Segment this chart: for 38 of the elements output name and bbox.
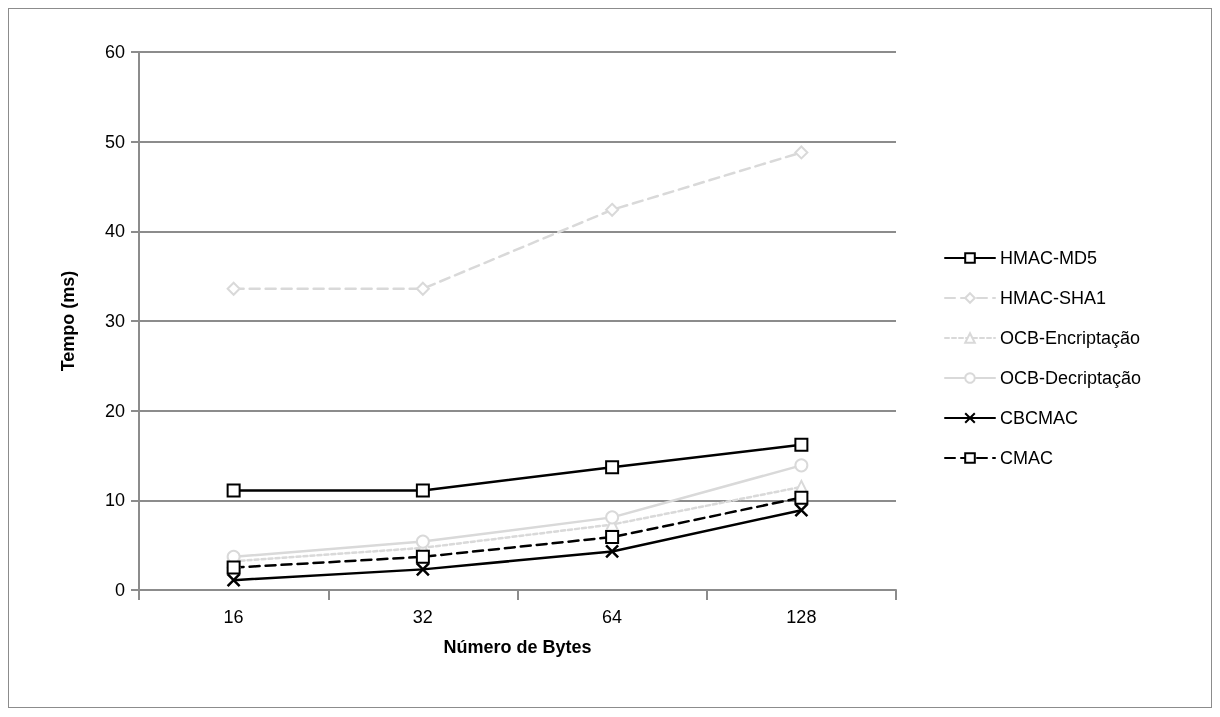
point (605, 510, 620, 525)
x-tick-label: 16 (223, 607, 244, 627)
legend-label: HMAC-SHA1 (1000, 288, 1107, 308)
x-tick-label: 128 (786, 607, 817, 627)
point (226, 572, 241, 588)
legend-label: CBCMAC (1000, 408, 1079, 428)
point (605, 530, 620, 545)
legend-label: HMAC-MD5 (1000, 248, 1097, 268)
y-tick-label: 40 (104, 221, 125, 242)
y-tick-label: 0 (114, 580, 125, 600)
point (604, 544, 620, 559)
legend-label: OCB-Encriptação (1000, 328, 1141, 348)
point (226, 560, 241, 575)
y-axis-title: Tempo (ms) (58, 270, 78, 372)
y-tick-label: 10 (104, 490, 125, 511)
legend-label: CMAC (1000, 448, 1053, 468)
x-tick-label: 64 (602, 607, 623, 627)
y-tick-label: 20 (104, 400, 125, 421)
point (794, 145, 809, 160)
point (415, 534, 430, 549)
point (415, 281, 430, 296)
point (605, 460, 620, 475)
x-tick-label: 32 (412, 607, 433, 627)
point (226, 483, 241, 498)
point (794, 490, 809, 505)
point (605, 202, 620, 217)
legend-label: OCB-Decriptação (1000, 368, 1142, 388)
y-tick-label: 30 (104, 311, 125, 331)
point (226, 281, 241, 296)
point (415, 562, 431, 577)
point (794, 437, 809, 452)
point (415, 549, 430, 564)
point (794, 502, 809, 518)
x-axis-title: Número de Bytes (443, 637, 592, 657)
point (415, 483, 430, 498)
y-tick-label: 60 (104, 42, 125, 62)
point (794, 458, 809, 473)
y-tick-label: 50 (104, 131, 125, 152)
